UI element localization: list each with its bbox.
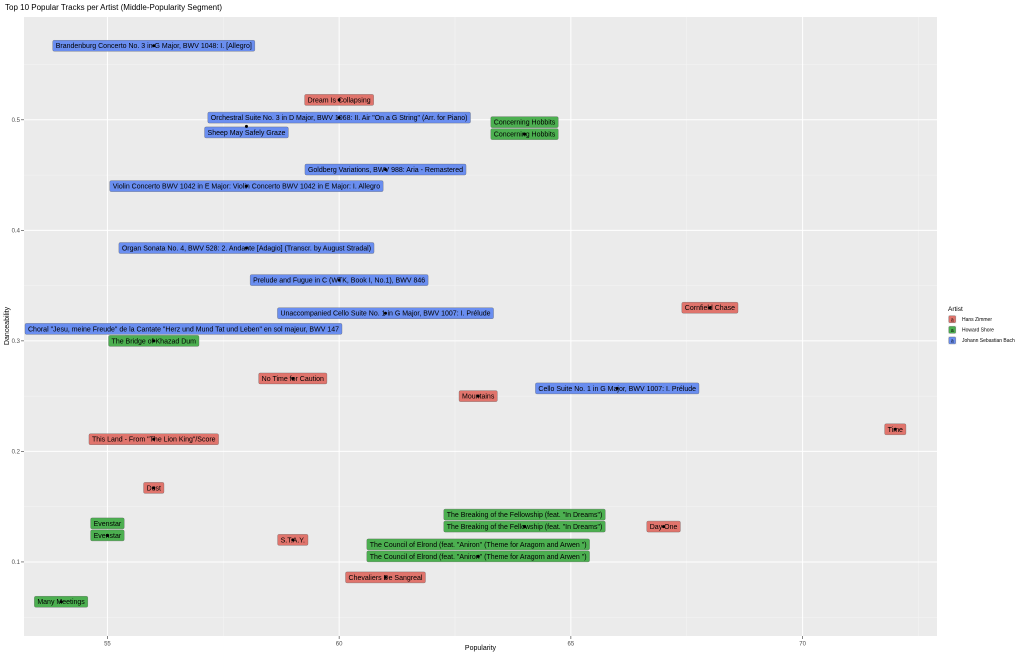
y-axis: 0.1 0.2 0.3 0.4 0.5 bbox=[12, 118, 24, 566]
data-point bbox=[662, 525, 666, 529]
data-label-box bbox=[490, 116, 559, 128]
y-tick-label: 0.1 bbox=[12, 560, 21, 566]
data-label-box bbox=[90, 517, 125, 530]
legend-key bbox=[948, 326, 956, 334]
x-axis: 55 60 65 70 bbox=[104, 636, 807, 648]
legend-entry-label: Hans Zimmer bbox=[962, 317, 992, 323]
y-tick-label: 0.3 bbox=[12, 339, 21, 345]
chart-title: Top 10 Popular Tracks per Artist (Middle… bbox=[5, 3, 222, 12]
data-point bbox=[59, 600, 63, 604]
data-label-text: Choral "Jesu, meine Freude" de la Cantat… bbox=[28, 326, 339, 333]
x-tick-label: 70 bbox=[799, 642, 806, 648]
x-tick-label: 55 bbox=[104, 642, 111, 648]
y-tick-label: 0.5 bbox=[12, 118, 21, 124]
data-point bbox=[105, 533, 109, 537]
data-label-box bbox=[366, 538, 590, 551]
data-point bbox=[337, 98, 341, 102]
data-point bbox=[893, 427, 897, 431]
data-point bbox=[615, 386, 619, 390]
data-point bbox=[523, 525, 527, 529]
x-axis-title: Popularity bbox=[465, 645, 497, 652]
data-point bbox=[476, 554, 480, 558]
data-point bbox=[152, 437, 156, 441]
data-point bbox=[476, 394, 480, 398]
legend-key bbox=[948, 315, 956, 323]
data-point bbox=[523, 132, 527, 136]
data-point bbox=[383, 311, 387, 315]
data-point bbox=[383, 168, 387, 172]
legend-key bbox=[948, 336, 956, 345]
data-label-text: Evenstar bbox=[94, 521, 122, 528]
legend-key-glyph: a bbox=[951, 328, 954, 334]
data-point bbox=[291, 538, 295, 542]
data-label-text: Concerning Hobbits bbox=[494, 120, 556, 127]
data-point bbox=[291, 376, 295, 380]
x-tick-label: 65 bbox=[568, 642, 575, 648]
data-label-text: The Council of Elrond (feat. "Aniron" (T… bbox=[370, 542, 587, 549]
data-point bbox=[152, 339, 156, 343]
data-point bbox=[152, 486, 156, 490]
y-tick-label: 0.4 bbox=[12, 228, 21, 234]
data-point bbox=[708, 306, 712, 310]
data-label-text: Sheep May Safely Graze bbox=[208, 130, 286, 137]
data-point bbox=[244, 184, 248, 188]
legend: Artist a Hans Zimmer a Howard Shore a Johann S… bbox=[948, 306, 1015, 345]
data-point bbox=[152, 44, 156, 48]
y-axis-title: Danceability bbox=[4, 306, 11, 345]
data-point bbox=[337, 116, 341, 120]
legend-entry-label: Johann Sebastian Bach bbox=[962, 338, 1015, 344]
data-point bbox=[244, 246, 248, 250]
legend-title: Artist bbox=[948, 306, 963, 313]
data-label-text: The Breaking of the Fellowship (feat. "I… bbox=[447, 512, 603, 519]
data-label-box bbox=[24, 323, 343, 335]
legend-entry-label: Howard Shore bbox=[962, 328, 994, 334]
data-points bbox=[59, 44, 897, 604]
data-label-box bbox=[443, 508, 606, 521]
data-point bbox=[337, 278, 341, 282]
data-point bbox=[244, 124, 248, 128]
legend-key-glyph: a bbox=[951, 317, 954, 323]
y-tick-label: 0.2 bbox=[12, 449, 21, 455]
data-point bbox=[383, 575, 387, 579]
legend-key-glyph: a bbox=[951, 339, 954, 345]
x-tick-label: 60 bbox=[336, 642, 343, 648]
